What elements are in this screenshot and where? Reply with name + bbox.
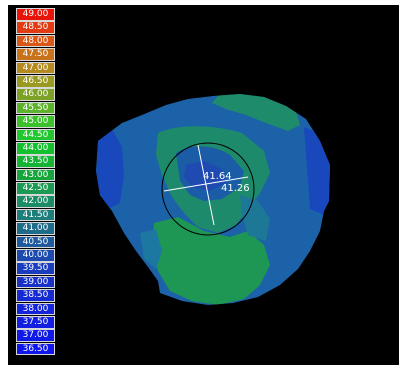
- legend-item-42-00: 42.00: [16, 195, 55, 209]
- legend-item-44-50: 44.50: [16, 128, 55, 142]
- legend-item-48-50: 48.50: [16, 21, 55, 34]
- legend-item-40-00: 40.00: [16, 249, 55, 262]
- legend-item-36-50: 36.50: [16, 342, 55, 356]
- legend-item-41-50: 41.50: [16, 208, 55, 222]
- legend-item-38-00: 38.00: [16, 302, 55, 316]
- reading-secondary: 41.26: [221, 183, 250, 194]
- legend-item-39-00: 39.00: [16, 275, 55, 289]
- color-scale-legend: 49.00 48.50 48.00 47.50 47.00 46.50 46.00 45.50…: [16, 8, 55, 356]
- legend-item-48-00: 48.00: [16, 34, 55, 48]
- legend-item-39-50: 39.50: [16, 262, 55, 276]
- topography-viewer: 49.00 48.50 48.00 47.50 47.00 46.50 46.00 45.50…: [8, 5, 399, 365]
- legend-item-40-50: 40.50: [16, 235, 55, 249]
- topography-map[interactable]: 41.64 41.26: [8, 5, 399, 365]
- legend-item-44-00: 44.00: [16, 141, 55, 155]
- legend-item-43-50: 43.50: [16, 155, 55, 168]
- legend-item-42-50: 42.50: [16, 182, 55, 195]
- axis-line-steep: [197, 144, 215, 226]
- measurement-circle: [161, 142, 255, 236]
- legend-item-47-00: 47.00: [16, 61, 55, 75]
- legend-item-45-50: 45.50: [16, 101, 55, 115]
- legend-item-49-00: 49.00: [16, 8, 55, 21]
- legend-item-38-50: 38.50: [16, 289, 55, 302]
- legend-item-45-00: 45.00: [16, 115, 55, 128]
- reading-primary: 41.64: [203, 171, 232, 182]
- legend-item-37-50: 37.50: [16, 315, 55, 329]
- legend-item-43-00: 43.00: [16, 168, 55, 182]
- legend-item-46-50: 46.50: [16, 74, 55, 88]
- legend-item-37-00: 37.00: [16, 329, 55, 342]
- axis-line-flat: [163, 176, 249, 192]
- legend-item-46-00: 46.00: [16, 88, 55, 101]
- legend-item-47-50: 47.50: [16, 48, 55, 61]
- elevation-map: [96, 94, 330, 305]
- legend-item-41-00: 41.00: [16, 222, 55, 235]
